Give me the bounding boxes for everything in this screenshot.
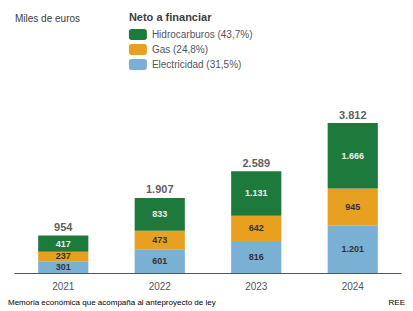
svg-text:417: 417 <box>56 239 71 249</box>
svg-text:2021: 2021 <box>52 281 75 292</box>
svg-text:REE: REE <box>389 298 405 307</box>
svg-text:2024: 2024 <box>342 281 365 292</box>
svg-text:3.812: 3.812 <box>339 109 367 121</box>
svg-text:2022: 2022 <box>149 281 172 292</box>
svg-text:642: 642 <box>249 223 264 233</box>
svg-text:Hidrocarburos (43,7%): Hidrocarburos (43,7%) <box>152 29 253 40</box>
svg-text:Miles de euros: Miles de euros <box>15 13 80 24</box>
svg-text:833: 833 <box>152 209 167 219</box>
svg-text:473: 473 <box>152 235 167 245</box>
svg-text:816: 816 <box>249 252 264 262</box>
svg-text:1.201: 1.201 <box>341 244 364 254</box>
svg-text:Memoria económica que acompaña: Memoria económica que acompaña al antepr… <box>8 298 216 307</box>
svg-text:2023: 2023 <box>245 281 268 292</box>
svg-text:Neto a financiar: Neto a financiar <box>129 11 212 23</box>
svg-text:954: 954 <box>54 221 73 233</box>
svg-text:301: 301 <box>56 262 71 272</box>
svg-text:1.907: 1.907 <box>146 183 174 195</box>
svg-text:601: 601 <box>152 256 167 266</box>
svg-text:1.131: 1.131 <box>245 188 268 198</box>
svg-text:945: 945 <box>345 202 360 212</box>
svg-text:2.589: 2.589 <box>242 157 270 169</box>
svg-text:1.666: 1.666 <box>341 151 364 161</box>
svg-text:Gas (24,8%): Gas (24,8%) <box>152 44 208 55</box>
svg-text:237: 237 <box>56 251 71 261</box>
svg-text:Electricidad (31,5%): Electricidad (31,5%) <box>152 59 241 70</box>
